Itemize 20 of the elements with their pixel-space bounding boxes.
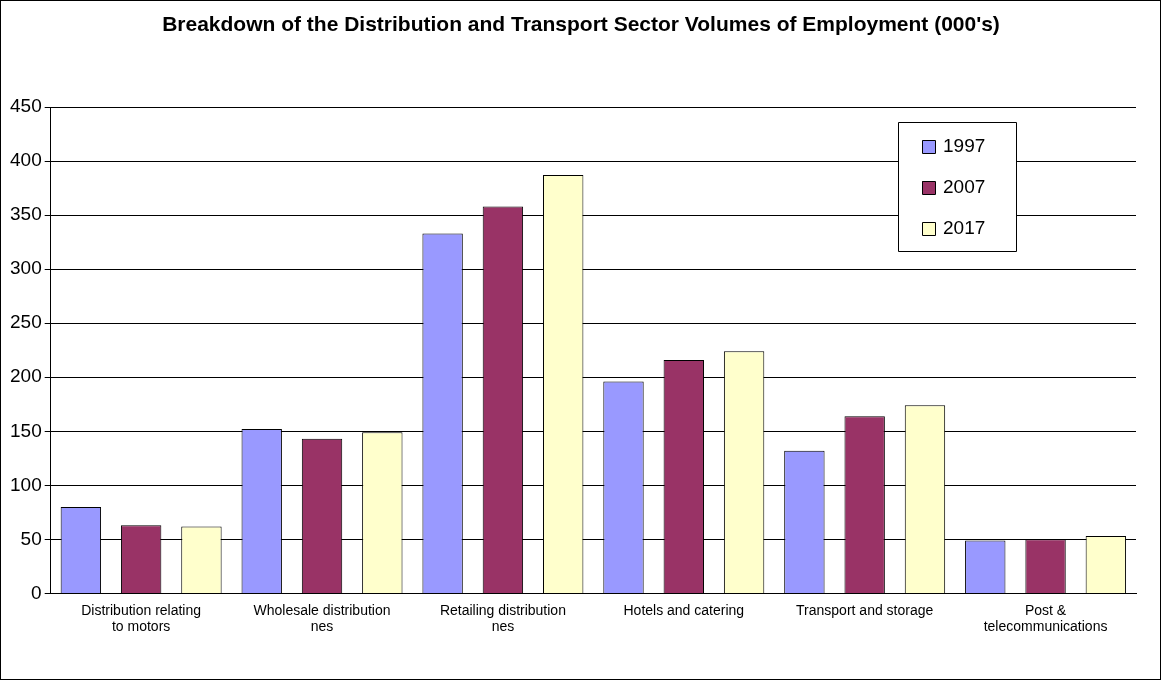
x-tick-label: Post & telecommunications [983,601,1108,635]
y-tick-label: 200 [10,365,42,387]
y-tick-label: 100 [10,473,42,495]
legend-label: 1997 [943,135,986,157]
y-tick-label: 450 [10,95,42,117]
x-tick-label: Hotels and catering [623,601,745,618]
x-tick-label: Retailing distribution nes [439,601,566,635]
legend-label: 2007 [943,176,986,198]
y-tick-label: 50 [20,527,42,549]
x-tick-label: Wholesale distribution nes [253,601,391,635]
x-tick-label: Distribution relating to motors [81,601,202,635]
y-tick-label: 300 [10,257,42,279]
chart-title: Breakdown of the Distribution and Transport Sector Volumes of Employment (000's) [161,11,1001,37]
y-tick-label: 150 [10,419,42,441]
y-tick-label: 250 [10,311,42,333]
y-tick-label: 350 [10,203,42,225]
y-tick-label: 0 [31,581,42,603]
legend-label: 2017 [943,217,986,239]
x-tick-label: Transport and storage [796,601,934,618]
y-tick-label: 400 [10,149,42,171]
